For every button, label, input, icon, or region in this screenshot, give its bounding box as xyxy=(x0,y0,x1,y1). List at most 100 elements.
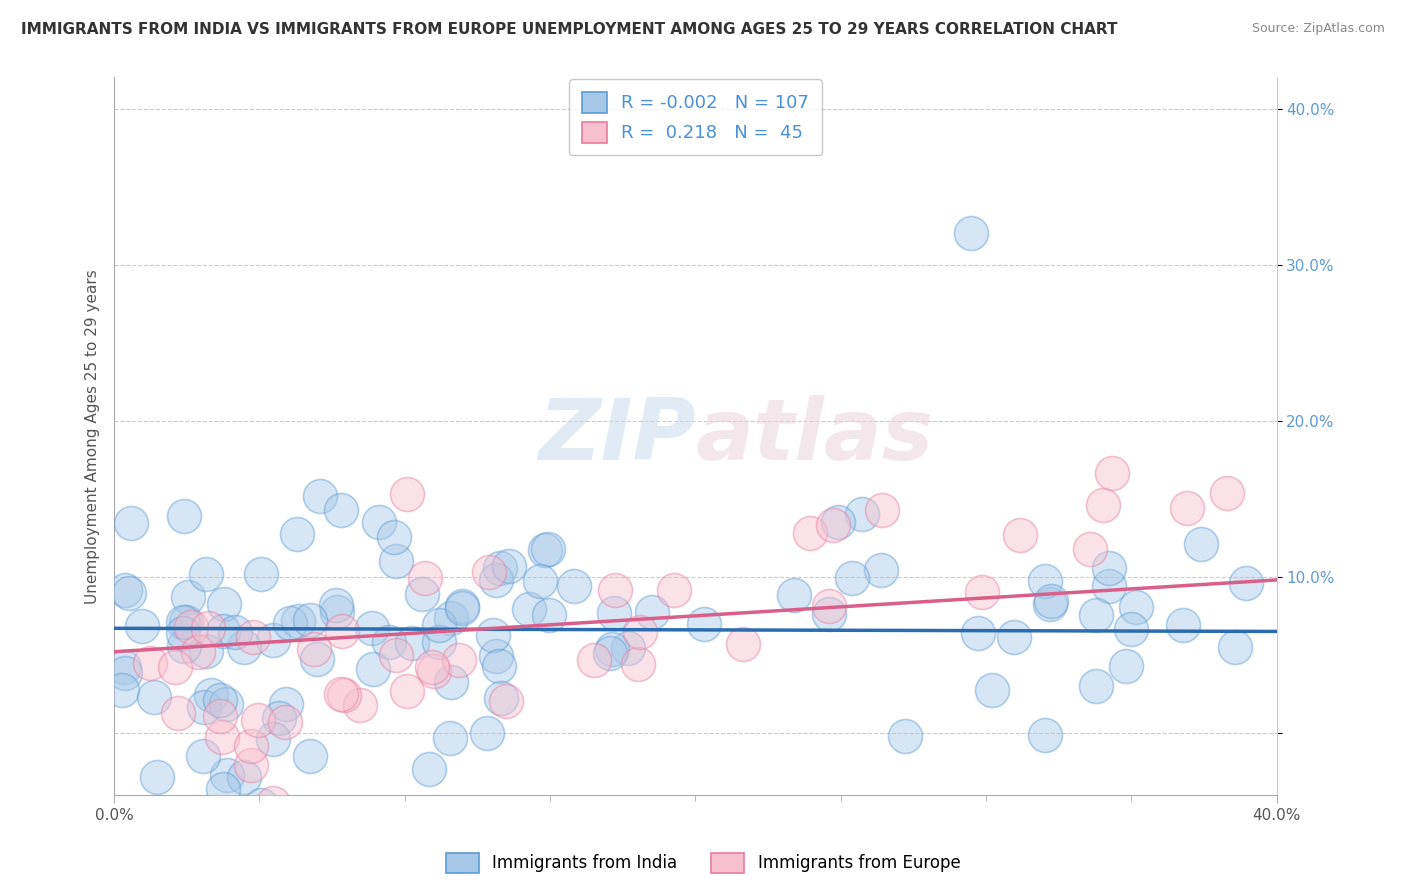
Text: IMMIGRANTS FROM INDIA VS IMMIGRANTS FROM EUROPE UNEMPLOYMENT AMONG AGES 25 TO 29: IMMIGRANTS FROM INDIA VS IMMIGRANTS FROM… xyxy=(21,22,1118,37)
Point xyxy=(361,662,384,676)
Legend: Immigrants from India, Immigrants from Europe: Immigrants from India, Immigrants from E… xyxy=(439,847,967,880)
Point xyxy=(489,561,512,575)
Point xyxy=(212,597,235,611)
Point xyxy=(1010,528,1032,542)
Point xyxy=(385,554,408,568)
Point xyxy=(349,698,371,712)
Point xyxy=(173,509,195,524)
Point xyxy=(378,635,401,649)
Point xyxy=(538,607,561,622)
Point xyxy=(582,653,605,667)
Point xyxy=(360,622,382,636)
Point xyxy=(139,656,162,670)
Point xyxy=(641,605,664,619)
Point xyxy=(194,566,217,581)
Point xyxy=(418,762,440,776)
Point xyxy=(167,706,190,721)
Point xyxy=(250,566,273,581)
Point xyxy=(475,726,498,740)
Point xyxy=(118,586,141,600)
Point xyxy=(172,626,194,640)
Point xyxy=(517,601,540,615)
Point xyxy=(395,684,418,698)
Point xyxy=(529,574,551,588)
Point xyxy=(1234,576,1257,591)
Point xyxy=(783,588,806,602)
Point xyxy=(485,648,508,663)
Point xyxy=(489,690,512,705)
Point xyxy=(298,613,321,627)
Point xyxy=(215,697,238,711)
Point xyxy=(870,563,893,577)
Point xyxy=(285,526,308,541)
Text: Source: ZipAtlas.com: Source: ZipAtlas.com xyxy=(1251,22,1385,36)
Point xyxy=(299,749,322,764)
Point xyxy=(537,542,560,557)
Point xyxy=(395,487,418,501)
Point xyxy=(1085,679,1108,693)
Point xyxy=(498,558,520,573)
Point xyxy=(287,614,309,628)
Point xyxy=(193,749,215,764)
Point xyxy=(209,709,232,723)
Point xyxy=(172,615,194,630)
Point xyxy=(208,692,231,706)
Point xyxy=(817,607,839,622)
Point xyxy=(333,688,356,702)
Point xyxy=(262,633,284,648)
Point xyxy=(413,571,436,585)
Point xyxy=(1084,608,1107,623)
Point xyxy=(423,664,446,678)
Point xyxy=(967,625,990,640)
Point xyxy=(534,542,557,557)
Point xyxy=(627,657,650,671)
Text: atlas: atlas xyxy=(696,395,934,478)
Point xyxy=(114,660,136,674)
Point xyxy=(970,585,993,599)
Point xyxy=(841,571,863,585)
Point xyxy=(193,699,215,714)
Point xyxy=(450,600,472,615)
Point xyxy=(447,653,470,667)
Point xyxy=(187,645,209,659)
Point xyxy=(1225,640,1247,654)
Point xyxy=(692,617,714,632)
Point xyxy=(233,640,256,654)
Point xyxy=(114,582,136,597)
Point xyxy=(1091,498,1114,512)
Point xyxy=(733,637,755,651)
Point xyxy=(420,659,443,673)
Point xyxy=(478,566,501,580)
Point xyxy=(617,641,640,656)
Point xyxy=(870,502,893,516)
Point xyxy=(1175,500,1198,515)
Point xyxy=(212,782,235,797)
Point xyxy=(197,622,219,636)
Point xyxy=(267,711,290,725)
Point xyxy=(602,606,624,620)
Point xyxy=(309,489,332,503)
Point xyxy=(211,730,233,744)
Point xyxy=(131,619,153,633)
Point xyxy=(177,591,200,605)
Point xyxy=(1115,659,1137,673)
Point xyxy=(451,599,474,614)
Point xyxy=(325,598,347,612)
Point xyxy=(1039,597,1062,611)
Point xyxy=(240,739,263,753)
Point xyxy=(239,757,262,772)
Point xyxy=(307,652,329,666)
Point xyxy=(329,687,352,701)
Point xyxy=(485,574,508,588)
Legend: R = -0.002   N = 107, R =  0.218   N =  45: R = -0.002 N = 107, R = 0.218 N = 45 xyxy=(569,79,821,155)
Point xyxy=(142,690,165,704)
Point xyxy=(224,624,246,639)
Point xyxy=(212,624,235,639)
Point xyxy=(605,582,627,597)
Point xyxy=(960,227,983,241)
Point xyxy=(111,682,134,697)
Point xyxy=(1078,541,1101,556)
Point xyxy=(401,636,423,650)
Point xyxy=(262,796,284,810)
Point xyxy=(818,599,841,614)
